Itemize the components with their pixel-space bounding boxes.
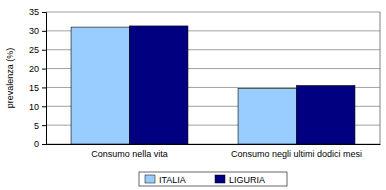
y-tick-mark	[42, 106, 46, 107]
x-tick: Consumo negli ultimi dodici mesi	[231, 144, 362, 159]
y-tick: 35	[29, 7, 46, 17]
bar	[238, 89, 296, 144]
legend-label: ITALIA	[159, 175, 186, 185]
y-tick-mark	[42, 69, 46, 70]
legend-box	[139, 172, 287, 186]
y-tick-label: 25	[29, 45, 39, 55]
y-tick: 15	[29, 83, 46, 93]
y-tick-label: 20	[29, 64, 39, 74]
x-axis-line	[47, 144, 381, 145]
legend-label: LIGURIA	[229, 175, 265, 185]
plot-frame	[380, 12, 381, 144]
grid	[46, 12, 380, 144]
y-tick-label: 30	[29, 26, 39, 36]
chart: 05101520253035Consumo nella vitaConsumo …	[0, 0, 386, 190]
y-tick: 5	[34, 121, 46, 131]
x-axis: Consumo nella vita Consumo negli ultimi d…	[47, 144, 381, 159]
y-axis-title: prevalenza (%)	[5, 48, 15, 109]
y-tick-mark	[42, 31, 46, 32]
x-tick-label: Consumo nella vita	[91, 149, 168, 159]
y-tick: 20	[29, 64, 46, 74]
bars	[71, 26, 355, 144]
y-tick-label: 5	[34, 121, 39, 131]
bar	[297, 86, 355, 144]
plot-background	[46, 12, 380, 144]
y-tick: 10	[29, 102, 46, 112]
y-tick: 0	[34, 139, 46, 149]
y-tick-label: 15	[29, 83, 39, 93]
y-tick: 25	[29, 45, 46, 55]
y-tick-label: 0	[34, 139, 39, 149]
y-tick-mark	[42, 144, 46, 145]
legend-swatch	[145, 175, 155, 183]
plot: 05101520253035Consumo nella vitaConsumo …	[29, 7, 381, 159]
y-tick: 30	[29, 26, 46, 36]
x-tick: Consumo nella vita	[91, 144, 168, 159]
x-tick-label: Consumo negli ultimi dodici mesi	[231, 149, 362, 159]
y-tick-mark	[42, 50, 46, 51]
bar	[130, 26, 188, 144]
y-axis: 0 5 10 15 20 25 30 35	[29, 7, 47, 149]
bar	[71, 27, 129, 144]
y-tick-mark	[42, 87, 46, 88]
y-tick-label: 35	[29, 7, 39, 17]
legend-swatch	[215, 175, 225, 183]
y-tick-mark	[42, 125, 46, 126]
legend: ITALIA LIGURIA	[139, 172, 287, 186]
y-tick-mark	[42, 12, 46, 13]
y-axis-line	[42, 13, 47, 145]
grid-line	[46, 12, 380, 13]
y-tick-label: 10	[29, 102, 39, 112]
